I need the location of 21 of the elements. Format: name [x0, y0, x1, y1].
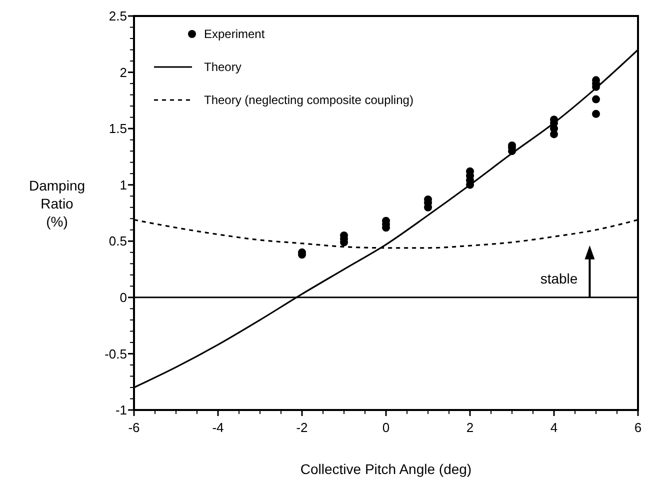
x-tick-label: 6 [634, 420, 642, 435]
x-tick-label: 4 [550, 420, 558, 435]
x-tick-label: -6 [128, 420, 140, 435]
y-tick-label: -0.5 [104, 346, 127, 362]
y-tick-label: 0 [120, 290, 127, 305]
x-tick-label: 0 [382, 420, 390, 435]
annotation: stable [540, 270, 578, 286]
x-tick-label: -2 [296, 420, 308, 435]
y-axis-title: Damping Ratio (%) [28, 177, 86, 230]
legend-label: Theory (neglecting composite coupling) [204, 93, 414, 108]
x-axis-title: Collective Pitch Angle (deg) [300, 461, 472, 477]
y-tick-label: 0.5 [108, 234, 127, 249]
x-tick-label: 2 [466, 420, 474, 435]
legend-label: Theory [204, 60, 242, 74]
y-tick-label: 1.5 [108, 121, 127, 136]
y-tick-label: 2.5 [108, 8, 127, 24]
legend-label: Experiment [204, 27, 266, 42]
x-tick-label: -4 [212, 420, 224, 435]
y-tick-label: 2 [120, 64, 127, 80]
y-tick-label: -1 [115, 402, 127, 418]
y-tick-label: 1 [120, 177, 127, 192]
